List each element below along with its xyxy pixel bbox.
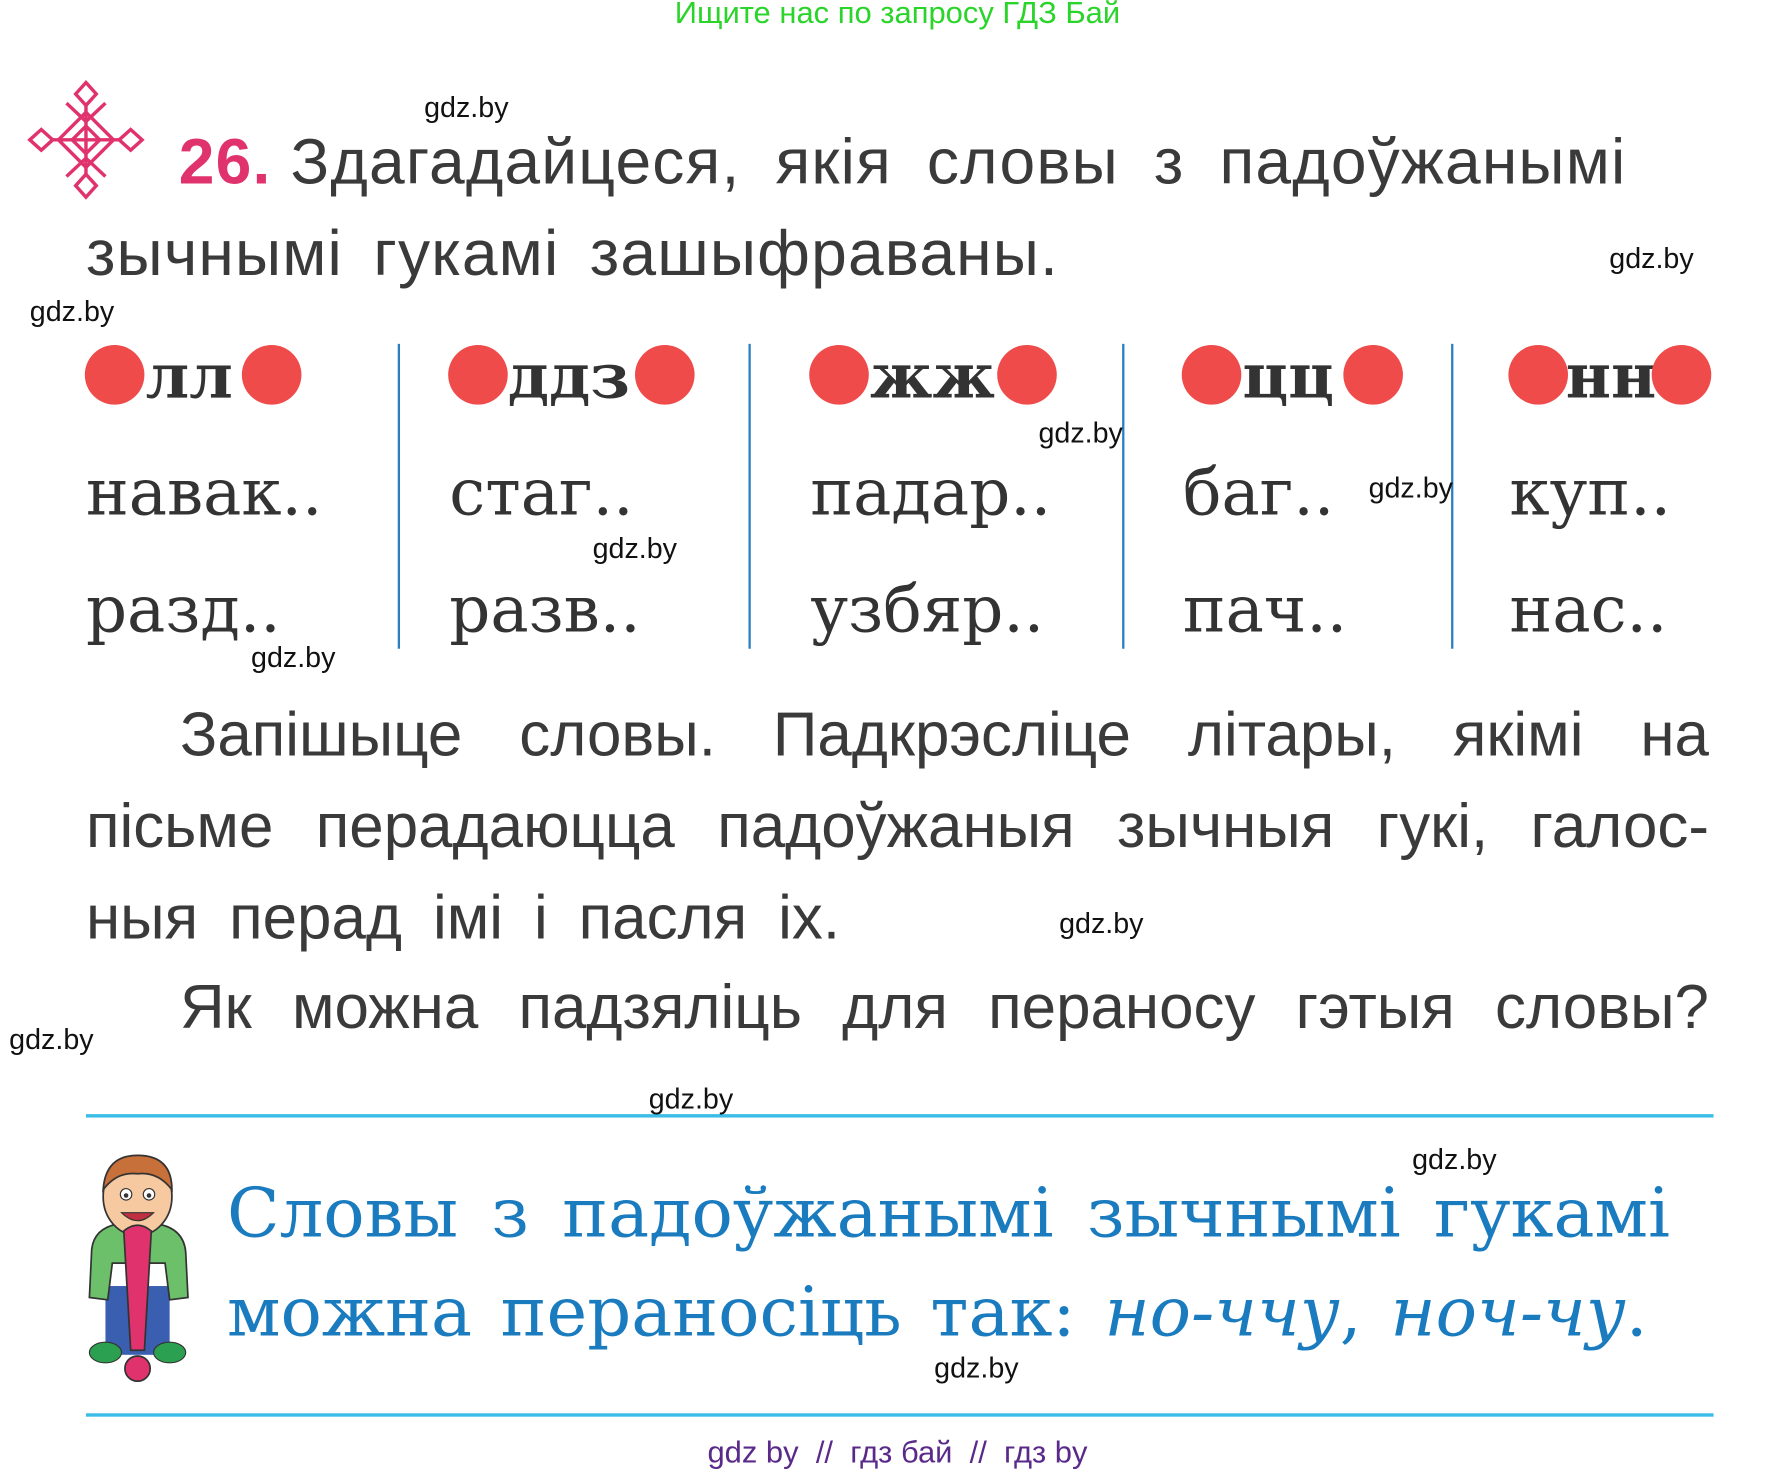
task-heading-line1: 26. Здагадайцеся, якія словы з падоўжаны… bbox=[179, 124, 1627, 199]
boy-exclamation-illustration bbox=[88, 1154, 189, 1383]
word: баг.. bbox=[1182, 456, 1335, 531]
watermark: gdz.by bbox=[9, 1023, 94, 1056]
header-banner: Ищите нас по запросу ГДЗ Бай bbox=[674, 0, 1121, 30]
word: стаг.. bbox=[449, 456, 634, 531]
word: узбяр.. bbox=[810, 573, 1045, 648]
red-dot bbox=[809, 345, 869, 405]
red-dot bbox=[1343, 345, 1403, 405]
red-dot bbox=[1651, 345, 1712, 405]
column-divider bbox=[748, 343, 751, 649]
word: падар.. bbox=[810, 456, 1052, 531]
word: разв.. bbox=[449, 573, 641, 648]
watermark: gdz.by bbox=[1038, 417, 1123, 450]
question-line: Як можна падзяліць для пераносу гэтыя сл… bbox=[179, 973, 1709, 1042]
watermark: gdz.by bbox=[934, 1352, 1019, 1385]
cipher-letters: лл bbox=[145, 339, 233, 413]
watermark: gdz.by bbox=[1412, 1143, 1497, 1177]
watermark: gdz.by bbox=[1368, 472, 1454, 505]
watermark: gdz.by bbox=[1609, 242, 1694, 276]
cipher-letters: ддз bbox=[507, 339, 630, 413]
cipher-letters: нн bbox=[1565, 339, 1657, 413]
word: куп.. bbox=[1509, 456, 1672, 531]
watermark: gdz.by bbox=[648, 1083, 734, 1116]
watermark: gdz.by bbox=[251, 641, 336, 674]
instruction-line: пісьме перадаюцца падоўжаныя зычныя гукі… bbox=[85, 792, 1709, 861]
task-heading-line2: зычнымі гукамі зашыфраваны. bbox=[85, 216, 1060, 289]
watermark: gdz.by bbox=[29, 295, 115, 328]
watermark: gdz.by bbox=[424, 91, 509, 124]
divider-line bbox=[85, 1413, 1714, 1417]
instruction-line: ныя перад імі і пасля іх. bbox=[85, 883, 841, 953]
rule-line1: Словы з падоўжанымі зычнымі гукамі bbox=[226, 1173, 1671, 1254]
red-dot bbox=[241, 345, 302, 405]
column-divider bbox=[397, 343, 401, 649]
watermark: gdz.by bbox=[1059, 907, 1144, 940]
rule-example: но-ччу bbox=[1104, 1272, 1340, 1353]
rule-separator: , bbox=[1339, 1272, 1391, 1353]
task-number: 26. bbox=[178, 124, 272, 198]
column-divider bbox=[1122, 343, 1125, 649]
task-text: Здагадайцеся, якія словы з падоўжанымі bbox=[290, 124, 1627, 198]
red-dot bbox=[997, 345, 1057, 405]
ornament-icon bbox=[27, 79, 145, 200]
rule-text: можна пераносіць так: bbox=[226, 1272, 1105, 1353]
word: пач.. bbox=[1182, 573, 1348, 648]
red-dot bbox=[448, 345, 508, 405]
divider-line bbox=[85, 1114, 1714, 1118]
rule-line2: можна пераносіць так: но-ччу, ноч-чу. bbox=[227, 1272, 1648, 1352]
cipher-letters: цц bbox=[1242, 339, 1334, 413]
column-divider bbox=[1451, 343, 1454, 649]
word: навак.. bbox=[85, 456, 323, 531]
word: разд.. bbox=[85, 573, 281, 648]
cipher-letters: жж bbox=[869, 339, 995, 413]
instruction-line: Запішыце словы. Падкрэсліце літары, якім… bbox=[179, 700, 1709, 770]
rule-example: ноч-чу bbox=[1390, 1272, 1626, 1353]
word: нас.. bbox=[1509, 573, 1668, 648]
red-dot bbox=[1508, 345, 1569, 405]
rule-end: . bbox=[1625, 1272, 1648, 1353]
red-dot bbox=[634, 345, 695, 405]
footer-links: gdz by // гдз бай // гдз by bbox=[707, 1435, 1088, 1470]
watermark: gdz.by bbox=[592, 532, 678, 566]
red-dot bbox=[84, 345, 145, 405]
red-dot bbox=[1181, 345, 1242, 405]
